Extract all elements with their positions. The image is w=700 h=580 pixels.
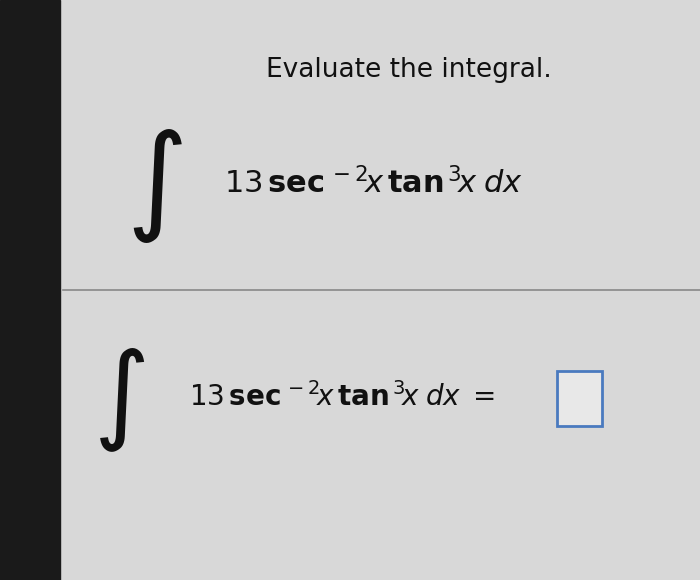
Bar xyxy=(0,0,60,580)
Text: Evaluate the integral.: Evaluate the integral. xyxy=(266,57,552,82)
Text: $13\,\mathbf{sec}^{\,-2}\!x\,\mathbf{tan}^{\,3}\!x\;dx\;=$: $13\,\mathbf{sec}^{\,-2}\!x\,\mathbf{tan… xyxy=(189,382,495,412)
Text: $\int$: $\int$ xyxy=(125,126,183,245)
FancyBboxPatch shape xyxy=(556,371,602,426)
Text: $13\,\mathbf{sec}^{\,-2}\!x\,\mathbf{tan}^{\,3}\!x\;dx$: $13\,\mathbf{sec}^{\,-2}\!x\,\mathbf{tan… xyxy=(224,166,523,199)
Text: $\int$: $\int$ xyxy=(93,346,145,454)
